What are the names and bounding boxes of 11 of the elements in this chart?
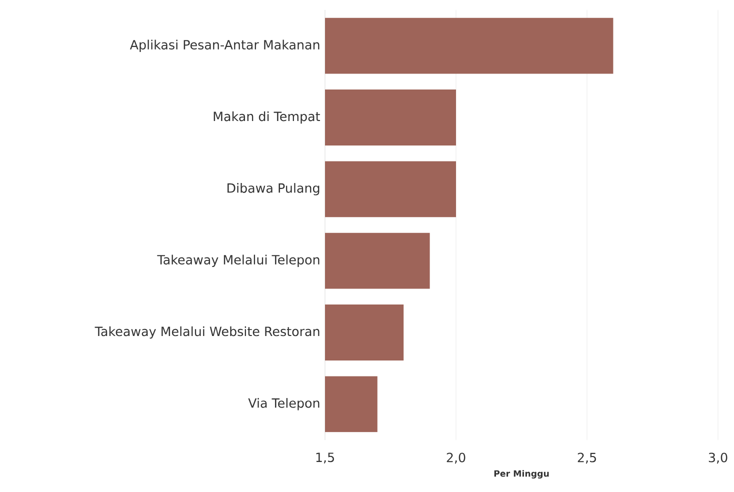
y-tick-label: Takeaway Melalui Telepon <box>157 254 320 267</box>
y-tick-label: Dibawa Pulang <box>228 183 320 196</box>
y-tick-label: Aplikasi Pesan-Antar Makanan <box>130 40 320 52</box>
x-tick-label: 1,5 <box>316 452 334 464</box>
x-tick-label: 2,5 <box>578 452 596 464</box>
y-tick-label: Takeaway Melalui Website Restoran <box>94 326 320 339</box>
x-tick-label: 2,0 <box>446 452 466 464</box>
x-tick-label: 3,0 <box>708 452 728 464</box>
y-tick-label: Via Telepon <box>248 398 320 410</box>
x-axis-title: Per Minggu <box>494 470 549 479</box>
y-tick-label: Makan di Tempat <box>214 111 320 124</box>
